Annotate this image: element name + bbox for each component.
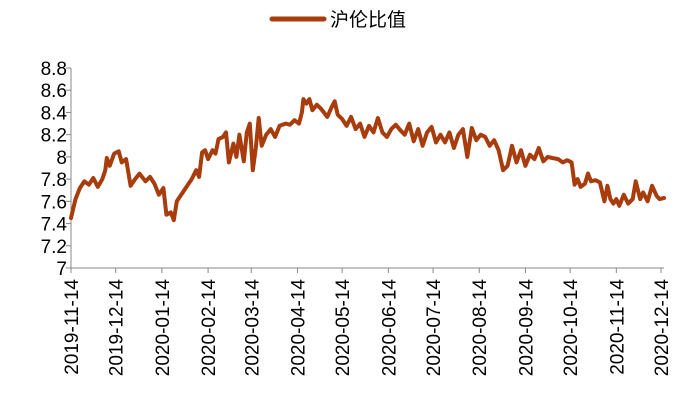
series-line	[69, 97, 666, 223]
y-tick-label: 7	[56, 259, 67, 280]
y-tick-label: 8	[56, 148, 67, 169]
x-tick-label: 2020-06-14	[379, 279, 400, 377]
y-axis: 77.27.47.67.888.28.48.68.8	[41, 59, 72, 280]
x-tick-label: 2020-10-14	[561, 279, 582, 377]
y-tick-label: 7.6	[41, 192, 67, 213]
x-tick-label: 2020-03-14	[242, 279, 263, 377]
series-layer	[69, 97, 666, 223]
x-tick-label: 2020-01-14	[153, 279, 174, 377]
y-tick-label: 8.8	[41, 59, 67, 80]
y-tick-label: 8.6	[41, 81, 67, 102]
x-axis: 2019-11-14 2019-12-14 2020-01-14 2020-02-14…	[62, 267, 673, 377]
y-tick-label: 7.4	[41, 215, 68, 236]
x-tick-label: 2020-02-14	[199, 279, 220, 377]
y-tick-label: 7.8	[41, 170, 67, 191]
legend: 沪伦比值	[269, 9, 406, 31]
y-tick-label: 8.4	[41, 103, 68, 124]
y-tick-label: 8.2	[41, 126, 67, 147]
x-tick-label: 2020-05-14	[333, 279, 354, 377]
x-tick-label: 2020-12-14	[652, 279, 673, 377]
x-tick-label: 2020-09-14	[516, 279, 537, 377]
legend-label: 沪伦比值	[330, 9, 406, 31]
x-tick-label: 2020-04-14	[288, 279, 309, 377]
y-tick-label: 7.2	[41, 237, 67, 258]
x-tick-label: 2020-07-14	[424, 279, 445, 377]
x-tick-label: 2020-08-14	[470, 279, 491, 377]
x-tick-label: 2019-11-14	[62, 279, 83, 375]
x-tick-label: 2020-11-14	[607, 279, 628, 375]
x-tick-label: 2019-12-14	[107, 279, 128, 377]
